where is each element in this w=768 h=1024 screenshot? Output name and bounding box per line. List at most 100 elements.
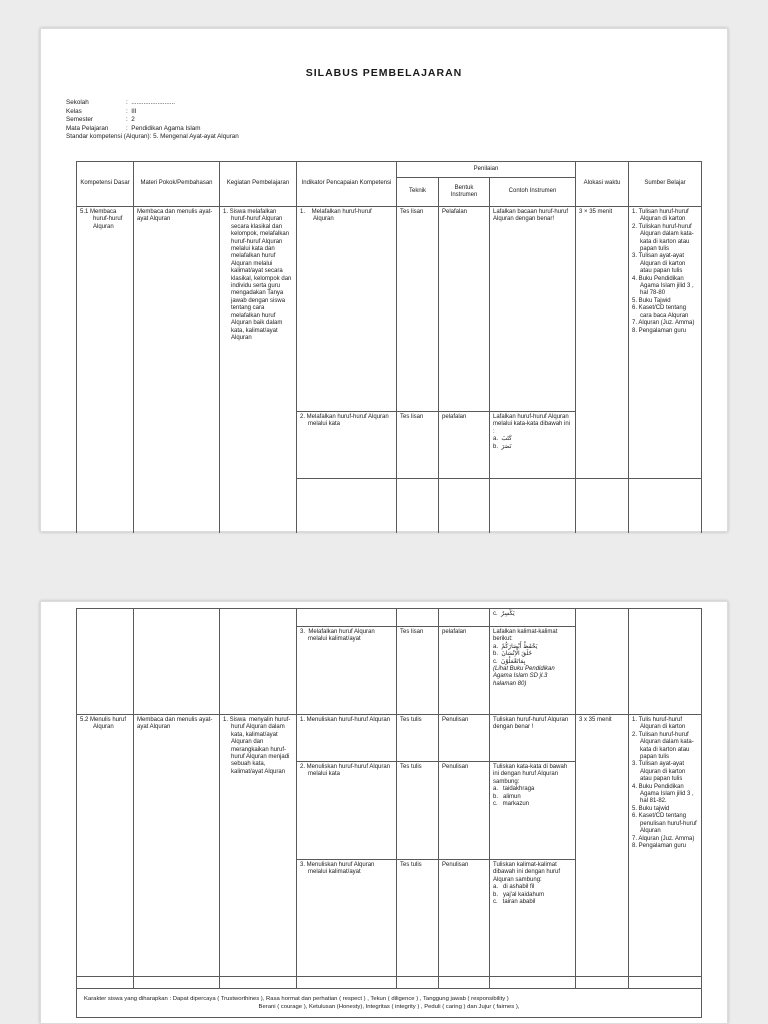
contoh-item-c: c. tairan ababil [493,899,536,906]
cell-teknik-1: Tes lisan [400,209,424,215]
cell-contoh-1: Lafalkan bacaan huruf-huruf Alquran deng… [493,209,569,223]
empty-cell [438,478,490,533]
info-label: Sekolah [66,99,89,106]
cell-contoh-A: Tuliskan huruf-huruf Alquran dengan bena… [493,717,569,731]
empty-cell [133,976,220,989]
header-penilaian: Penilaian [395,161,577,178]
empty-cell [628,976,702,989]
contoh-item-c: c. markazun [493,801,530,808]
cell-kegiatan-pembelajaran: 1. Siswa melafalkan huruf-huruf Alquran … [223,209,294,341]
empty-cell [438,608,490,627]
cell-indikator-A: 1. Menuliskan huruf-huruf Alquran [300,717,391,723]
info-value: : ......................... [126,99,175,106]
contoh-item-a: a. يَحْفَظْ أَبْصَارَكُمْ [493,643,538,650]
empty-cell [76,608,134,715]
cell-materi-pokok: Membaca dan menulis ayat-ayat Alquran [137,209,213,223]
sumber-item: 3. Tulisan ayat-ayat Alquran di karton a… [632,761,688,783]
header-kompetensi-dasar: Kompetensi Dasar [76,161,134,207]
sumber-belajar-list: 1. Tulisan huruf-huruf Alquran di karton… [632,209,698,335]
contoh-note: (Lihat Buku Pendidikan Agama Islam SD jl… [493,666,555,687]
contoh-item-c: c. بِمَاتَعْمَلُوْنَ [493,658,526,665]
sumber-item: 4. Buku Pendidikan Agama Islam jilid 3 ,… [632,275,696,297]
contoh-item-b: b. yaj'al kaidahum [493,891,545,898]
header-alokasi-waktu: Alokasi waktu [575,161,630,207]
empty-cell [628,478,703,533]
sumber-item: 7. Alquran (Juz. Amma) [632,835,695,842]
contoh-item-b: b. alimun [493,793,521,800]
cell-alokasi-waktu: 3 x 35 menit [579,717,612,723]
cell-indikator-B: 2. Menuliskan huruf-huruf Alquran melalu… [300,764,392,778]
sumber-item: 5. Buku tajwid [632,805,670,812]
cell-bentuk-1: Pelafalan [442,209,468,215]
contoh-item-a: a. كَتَبَ [493,436,512,443]
sumber-item: 4. Buku Pendidikan Agama Islam jilid 3 ,… [632,783,696,805]
info-label: Mata Pelajaran [66,124,109,132]
cell-bentuk-B: Penulisan [442,764,469,770]
sumber-item: 6. Kaset/CD tentang cara baca Alquran [632,305,689,319]
contoh-item-b: b. نَصَرَ [493,443,512,450]
empty-cell [438,976,490,989]
empty-cell [219,608,297,715]
header-bentuk-instrumen: Bentuk Instrumen [438,177,490,207]
cell-bentuk-3: pelafalan [442,629,467,635]
contoh-item-a: a. taidakhraga [493,786,535,793]
cell-contoh-3-intro: Lafalkan kalimat-kalimat berikut: [493,629,560,643]
sumber-item: 1. Tulis huruf-huruf Alquran di karton [632,717,686,731]
silabus-table-page1: Kompetensi Dasar Materi Pokok/Pembahasan… [76,161,703,533]
empty-cell [575,976,629,989]
info-label: Semester [66,116,93,124]
header-kegiatan: Kegiatan Pembelajaran [219,161,297,207]
cell-kegiatan-pembelajaran: 1. Siswa menyalin huruf-huruf Alquran da… [223,717,292,775]
sumber-belajar-list: 1. Tulis huruf-huruf Alquran di karton 2… [632,717,698,850]
empty-cell [489,976,576,989]
cell-materi-pokok: Membaca dan menulis ayat-ayat Alquran [137,717,213,731]
info-row-sekolah: Sekolah : ......................... [66,99,239,108]
info-row-mata-pelajaran: Mata Pelajaran : Pendidikan Agama Islam [66,125,239,134]
cell-bentuk-C: Penulisan [442,862,469,868]
cell-teknik-2: Tes lisan [400,414,424,420]
cell-bentuk-A: Penulisan [442,717,469,723]
standar-kompetensi-line: Standar kompetensi (Alquran): 5. Mengena… [66,133,239,141]
sumber-item: 5. Buku Tajwid [632,297,671,304]
karakter-siswa-line-1: Karakter siswa yang diharapkan : Dapat d… [84,996,509,1002]
sumber-item: 2. Tulisan huruf-huruf Alquran dalam kat… [632,731,694,761]
page-title: SILABUS PEMBELAJARAN [305,67,463,79]
contoh-item-a: a. di ashabil fil [493,884,535,891]
empty-cell [488,478,577,533]
cell-indikator-1: 1. Melafalkan huruf-huruf Alquran [300,209,374,223]
cell-teknik-A: Tes tulis [400,717,422,723]
info-value: : Pendidikan Agama Islam [126,124,201,132]
header-indikator: Indikator Pencapaian Kompetensi [296,161,397,207]
info-row-kelas: Kelas : III [66,108,239,117]
contoh-item-b: b. خَلَقَ الْاِنْسَانَ [493,651,533,658]
document-info-block: Sekolah : ......................... Kela… [66,99,239,142]
cell-kompetensi-dasar-5-1: 5.1 Membaca huruf-huruf Alquran [80,209,124,230]
cell-contoh-2-intro: Lafalkan huruf-huruf Alquran melalui kat… [493,414,572,435]
empty-cell [133,608,220,715]
silabus-table-page2: c. يَكْسِرُ 3. Melafalkan huruf Alquran … [76,608,702,1018]
contoh-item-c-continued: c. يَكْسِرُ [493,611,515,617]
cell-alokasi-waktu: 3 × 35 menit [579,209,613,215]
cell-teknik-3: Tes lisan [400,629,424,635]
cell-bentuk-2: pelafalan [442,414,467,420]
empty-cell [76,976,134,989]
empty-cell [296,608,397,627]
info-label: Kelas [66,107,82,115]
cell-indikator-2: 2. Melafalkan huruf-huruf Alquran melalu… [300,414,391,428]
cell-kompetensi-dasar-5-2: 5.2 Menulis huruf Alquran [80,717,128,731]
header-teknik: Teknik [396,177,439,207]
header-contoh-instrumen: Contoh Instrumen [488,177,577,207]
empty-cell [575,608,629,715]
karakter-siswa-row: Karakter siswa yang diharapkan : Dapat d… [76,988,702,1018]
empty-cell [296,976,397,989]
empty-cell [575,478,630,533]
cell-teknik-C: Tes tulis [400,862,422,868]
empty-cell [396,608,439,627]
cell-indikator-3: 3. Melafalkan huruf Alquran melalui kali… [300,629,377,643]
sumber-item: 8. Pengalaman guru [632,327,687,334]
sumber-item: 6. Kaset/CD tentang penulisan huruf-huru… [632,813,699,835]
info-value: : III [126,107,137,115]
document-page-2: c. يَكْسِرُ 3. Melafalkan huruf Alquran … [40,601,728,1024]
sumber-item: 7. Alquran (Juz. Amma) [632,320,695,327]
info-value: : 2 [126,116,135,124]
